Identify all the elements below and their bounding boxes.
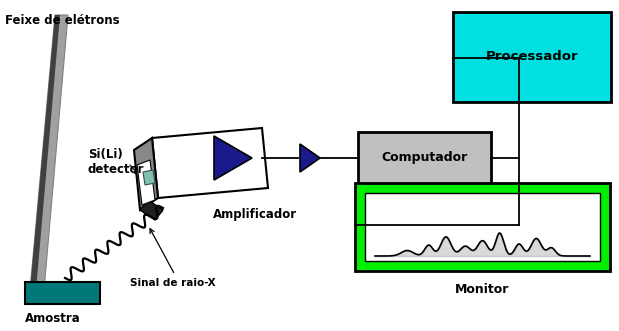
Text: Amostra: Amostra bbox=[25, 312, 80, 325]
Polygon shape bbox=[30, 15, 68, 290]
Polygon shape bbox=[134, 138, 158, 210]
Polygon shape bbox=[300, 144, 320, 172]
FancyBboxPatch shape bbox=[358, 132, 491, 184]
Text: Amplificador: Amplificador bbox=[213, 208, 297, 221]
Polygon shape bbox=[137, 160, 155, 205]
Polygon shape bbox=[214, 136, 252, 180]
Polygon shape bbox=[30, 15, 60, 290]
Polygon shape bbox=[143, 170, 155, 185]
Text: Feixe de elétrons: Feixe de elétrons bbox=[5, 14, 119, 27]
Text: Si(Li)
detector: Si(Li) detector bbox=[88, 148, 144, 176]
Text: Computador: Computador bbox=[381, 152, 467, 165]
FancyBboxPatch shape bbox=[365, 193, 600, 261]
Polygon shape bbox=[152, 128, 268, 198]
Text: Sinal de raio-X: Sinal de raio-X bbox=[130, 278, 215, 288]
Polygon shape bbox=[140, 200, 163, 220]
FancyBboxPatch shape bbox=[25, 282, 100, 304]
Text: Monitor: Monitor bbox=[456, 283, 509, 296]
FancyBboxPatch shape bbox=[355, 183, 610, 271]
FancyBboxPatch shape bbox=[453, 12, 611, 102]
Text: Processador: Processador bbox=[486, 51, 578, 64]
